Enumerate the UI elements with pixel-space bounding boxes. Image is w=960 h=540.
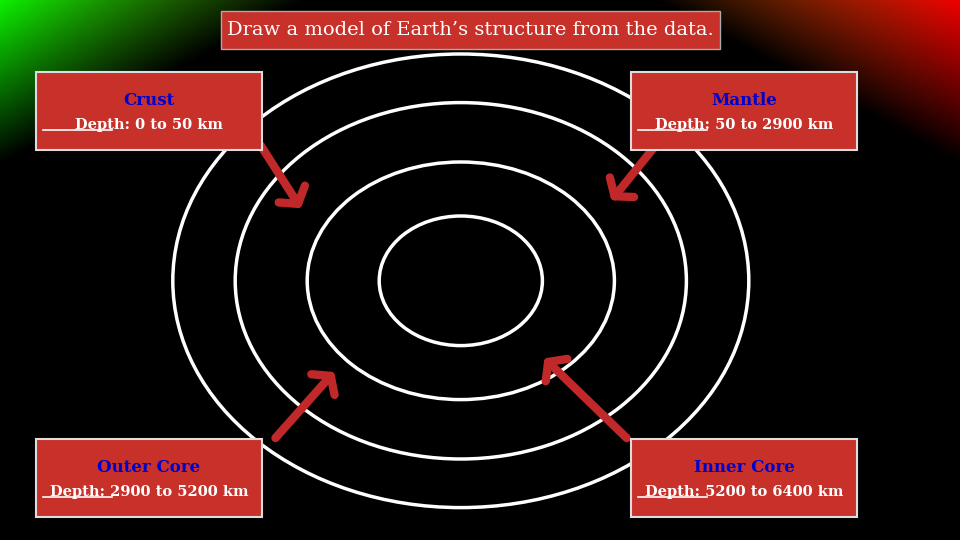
Text: Depth: 5200 to 6400 km: Depth: 5200 to 6400 km [645,485,843,499]
Text: Outer Core: Outer Core [97,459,201,476]
Text: Depth: 50 to 2900 km: Depth: 50 to 2900 km [655,118,833,132]
Text: Mantle: Mantle [711,92,777,109]
FancyBboxPatch shape [221,11,720,49]
Text: Draw a model of Earth’s structure from the data.: Draw a model of Earth’s structure from t… [227,21,714,39]
Text: Crust: Crust [123,92,175,109]
Text: Inner Core: Inner Core [694,459,794,476]
Text: Depth: 2900 to 5200 km: Depth: 2900 to 5200 km [50,485,248,499]
FancyBboxPatch shape [36,438,261,517]
Text: Depth: 0 to 50 km: Depth: 0 to 50 km [75,118,223,132]
FancyBboxPatch shape [36,71,261,150]
FancyBboxPatch shape [632,438,856,517]
FancyBboxPatch shape [632,71,856,150]
